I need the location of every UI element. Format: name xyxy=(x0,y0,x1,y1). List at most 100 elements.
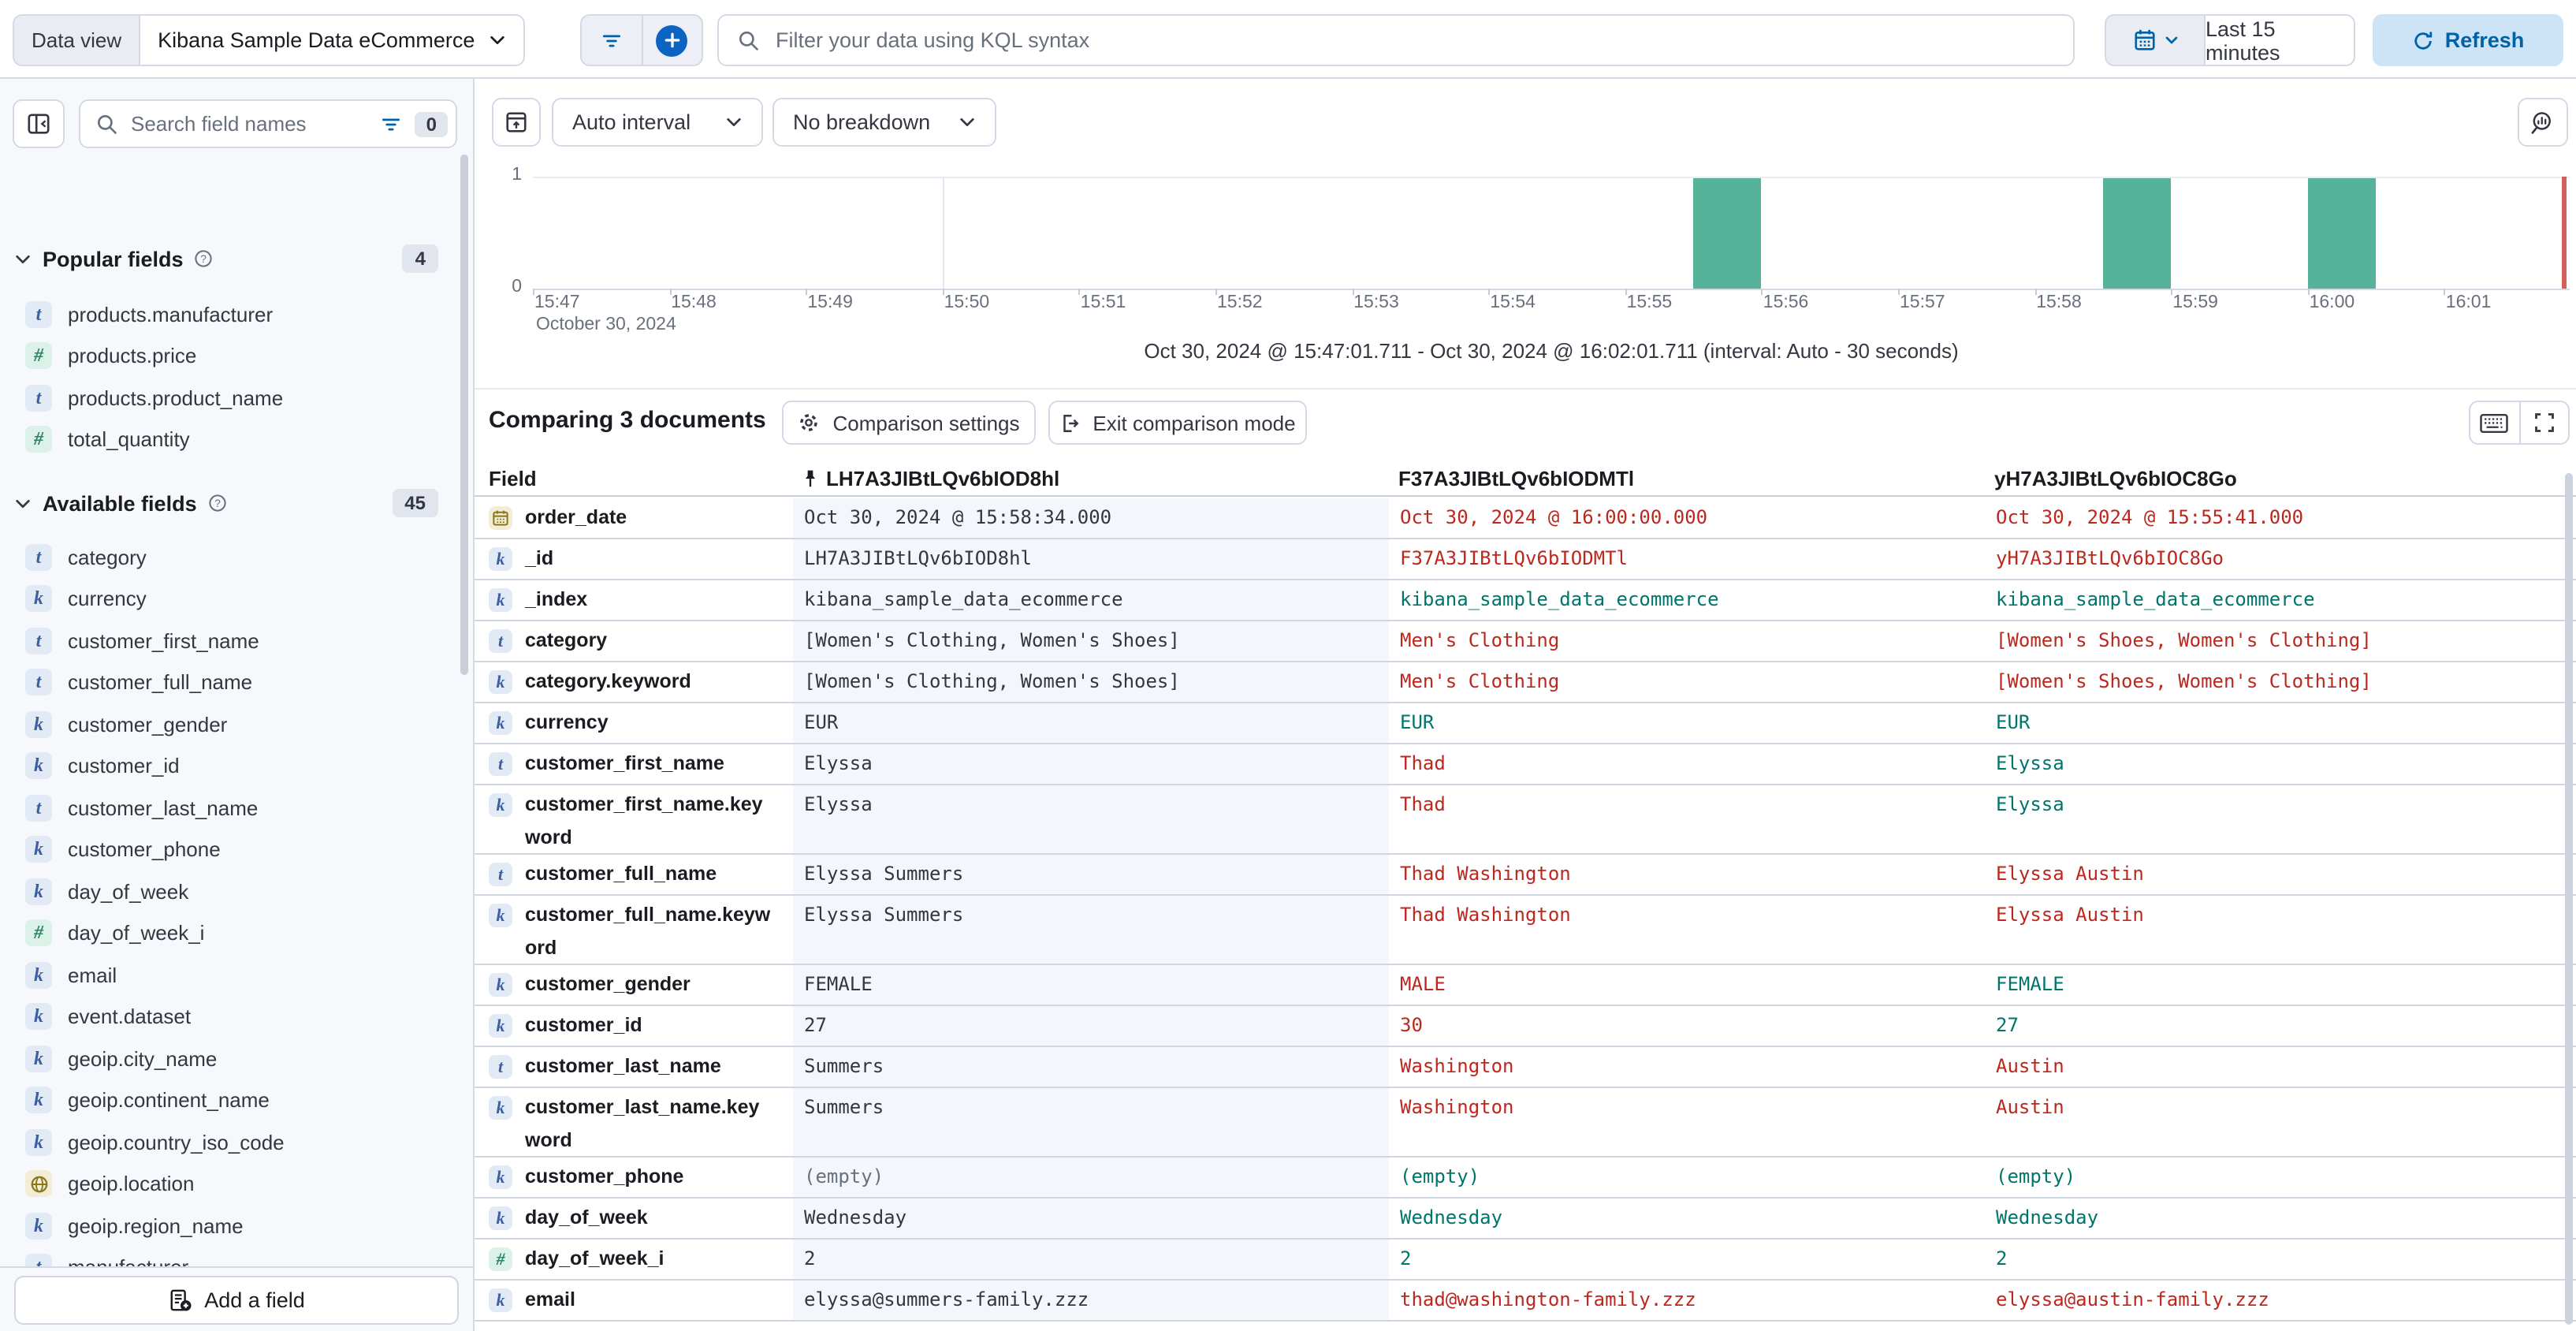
sidebar-field-customer_first_name[interactable]: t customer_first_name xyxy=(0,620,473,662)
refresh-icon xyxy=(2412,29,2434,51)
search-icon xyxy=(96,113,118,135)
keyword-field-type-icon: k xyxy=(25,836,52,863)
exit-comparison-button[interactable]: Exit comparison mode xyxy=(1048,401,1307,445)
field-name-cell: k category.keyword xyxy=(475,662,793,702)
doc-column-header-F37A3JIBtLQv6bIODMTl[interactable]: F37A3JIBtLQv6bIODMTl xyxy=(1389,462,1985,495)
sidebar-field-total_quantity[interactable]: # total_quantity xyxy=(0,419,473,460)
breakdown-select[interactable]: No breakdown xyxy=(772,98,996,147)
value-cell: F37A3JIBtLQv6bIODMTl xyxy=(1400,547,1628,569)
sidebar-field-products.product_name[interactable]: t products.product_name xyxy=(0,377,473,419)
saved-query-filter-button[interactable] xyxy=(582,16,642,65)
hide-chart-button[interactable] xyxy=(492,98,541,147)
doc-column-header-yH7A3JIBtLQv6bIOC8Go[interactable]: yH7A3JIBtLQv6bIOC8Go xyxy=(1985,462,2576,495)
value-cell: 2 xyxy=(1400,1247,1412,1269)
interval-select[interactable]: Auto interval xyxy=(552,98,763,147)
y-axis-tick: 0 xyxy=(512,278,522,296)
sidebar-field-geoip.location[interactable]: geoip.location xyxy=(0,1163,473,1205)
x-axis-tickmark xyxy=(2444,289,2446,295)
field-label: total_quantity xyxy=(68,427,190,452)
calendar-icon xyxy=(2132,28,2156,52)
sidebar-field-customer_last_name[interactable]: t customer_last_name xyxy=(0,787,473,829)
chevron-down-icon xyxy=(489,32,506,49)
add-field-button[interactable]: Add a field xyxy=(14,1275,459,1324)
sidebar-field-customer_phone[interactable]: k customer_phone xyxy=(0,829,473,871)
keyword-field-type-icon: k xyxy=(489,1165,512,1189)
doc-column-header-LH7A3JIBtLQv6bIOD8hl[interactable]: LH7A3JIBtLQv6bIOD8hl xyxy=(793,462,1389,495)
doc-id-label: LH7A3JIBtLQv6bIOD8hl xyxy=(826,467,1060,490)
refresh-button[interactable]: Refresh xyxy=(2373,14,2563,66)
sidebar-field-geoip.country_iso_code[interactable]: k geoip.country_iso_code xyxy=(0,1121,473,1163)
field-name-cell: k email xyxy=(475,1281,793,1320)
sidebar-field-customer_gender[interactable]: k customer_gender xyxy=(0,703,473,745)
value-cell: Men's Clothing xyxy=(1400,670,1560,692)
field-column-header[interactable]: Field xyxy=(489,467,537,490)
sidebar-field-products.manufacturer[interactable]: t products.manufacturer xyxy=(0,293,473,335)
date-field-type-icon xyxy=(489,506,512,530)
sidebar-field-customer_full_name[interactable]: t customer_full_name xyxy=(0,662,473,703)
field-label: customer_id xyxy=(68,754,180,778)
value-cell: FEMALE xyxy=(793,965,1389,1005)
sidebar-field-category[interactable]: t category xyxy=(0,536,473,578)
add-filter-button[interactable] xyxy=(642,16,702,65)
field-name: customer_first_name xyxy=(525,752,724,774)
open-in-lens-button[interactable] xyxy=(2518,98,2568,147)
table-row-_index: k _index kibana_sample_data_ecommerce kiban… xyxy=(475,580,2576,621)
fullscreen-icon xyxy=(2533,412,2556,434)
sidebar-field-geoip.continent_name[interactable]: k geoip.continent_name xyxy=(0,1079,473,1121)
sidebar-field-event.dataset[interactable]: k event.dataset xyxy=(0,996,473,1038)
popular-fields-header[interactable]: Popular fields ? 4 xyxy=(0,241,473,276)
text-field-type-icon: t xyxy=(25,543,52,571)
main-content: Auto interval No breakdown 1 0 15:47 15:4… xyxy=(475,79,2576,1331)
x-axis-tick-label: 15:48 xyxy=(671,293,717,312)
table-row-customer_gender: k customer_gender FEMALE MALE FEMALE xyxy=(475,965,2576,1006)
chevron-down-icon xyxy=(14,250,32,267)
histogram-bar-15:55:30 xyxy=(1693,177,1762,289)
field-name-cell: k customer_first_name.keyword xyxy=(475,785,793,853)
kql-search-input[interactable]: Filter your data using KQL syntax xyxy=(717,14,2075,66)
fullscreen-button[interactable] xyxy=(2520,402,2568,443)
sidebar-field-products.price[interactable]: # products.price xyxy=(0,335,473,377)
sidebar-field-day_of_week[interactable]: k day_of_week xyxy=(0,871,473,912)
field-name: email xyxy=(525,1288,575,1310)
data-view-picker[interactable]: Data view Kibana Sample Data eCommerce xyxy=(13,14,526,66)
keyboard-shortcuts-button[interactable] xyxy=(2470,402,2520,443)
text-field-type-icon: t xyxy=(25,627,52,654)
gridline xyxy=(533,177,2570,178)
value-cell: 30 xyxy=(1400,1014,1423,1036)
field-name-cell: k customer_id xyxy=(475,1006,793,1046)
x-axis-tickmark xyxy=(533,289,534,295)
field-name: customer_full_name.keyword xyxy=(525,904,771,959)
field-search-input[interactable]: Search field names 0 xyxy=(79,99,457,148)
add-field-icon xyxy=(168,1288,192,1311)
time-range-value[interactable]: Last 15 minutes xyxy=(2204,14,2355,66)
available-fields-header[interactable]: Available fields ? 45 xyxy=(0,486,473,520)
sidebar-field-customer_id[interactable]: k customer_id xyxy=(0,745,473,787)
keyword-field-type-icon: k xyxy=(25,1045,52,1072)
collapse-sidebar-button[interactable] xyxy=(13,99,65,148)
sidebar-field-geoip.city_name[interactable]: k geoip.city_name xyxy=(0,1038,473,1079)
y-axis-tick: 1 xyxy=(512,166,522,185)
hide-chart-icon xyxy=(504,110,528,134)
chart-time-range-caption: Oct 30, 2024 @ 15:47:01.711 - Oct 30, 20… xyxy=(1144,339,1959,363)
comparison-settings-button[interactable]: Comparison settings xyxy=(782,401,1036,445)
chevron-down-icon xyxy=(725,114,743,131)
sidebar-field-currency[interactable]: k currency xyxy=(0,578,473,620)
sidebar-scrollbar[interactable] xyxy=(460,155,468,675)
data-view-select[interactable]: Kibana Sample Data eCommerce xyxy=(139,14,526,66)
field-name: customer_full_name xyxy=(525,863,717,885)
table-row-day_of_week_i: # day_of_week_i 2 2 2 xyxy=(475,1240,2576,1281)
field-filter-icon[interactable] xyxy=(381,113,403,135)
sidebar-field-day_of_week_i[interactable]: # day_of_week_i xyxy=(0,912,473,954)
keyword-field-type-icon: k xyxy=(489,670,512,694)
field-label: products.product_name xyxy=(68,386,284,410)
x-axis-tickmark xyxy=(1625,289,1627,295)
sidebar-field-email[interactable]: k email xyxy=(0,954,473,996)
x-axis-tick-label: 15:54 xyxy=(1490,293,1536,312)
keyword-field-type-icon: k xyxy=(25,585,52,613)
field-label: customer_gender xyxy=(68,712,228,736)
text-field-type-icon: t xyxy=(489,629,512,653)
table-scrollbar[interactable] xyxy=(2565,473,2573,1325)
sidebar-field-geoip.region_name[interactable]: k geoip.region_name xyxy=(0,1205,473,1247)
date-quick-select-button[interactable] xyxy=(2105,14,2204,66)
value-cell: Elyssa xyxy=(793,744,1389,784)
